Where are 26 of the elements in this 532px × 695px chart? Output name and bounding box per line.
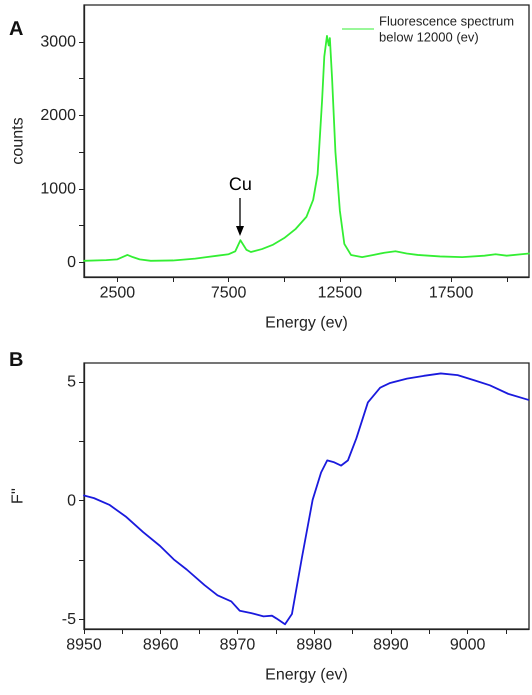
x-axis-title: Energy (ev) (265, 314, 348, 332)
x-tick-label: 8970 (220, 636, 256, 654)
legend-label: Fluorescence spectrum below 12000 (ev) (379, 14, 518, 44)
text: A (9, 18, 24, 40)
x-tick-label: 12500 (318, 284, 362, 302)
y-tick-label: 1000 (40, 180, 76, 198)
x-axis-title: Energy (ev) (265, 666, 348, 684)
chart-title: B (9, 349, 24, 371)
x-tick-label: 8990 (373, 636, 409, 654)
x-tick-label: 2500 (100, 284, 136, 302)
x-tick-label: 8950 (66, 636, 102, 654)
line-series (83, 372, 530, 626)
x-tick-label: 8980 (296, 636, 332, 654)
y-tick-label: 3000 (40, 33, 76, 50)
y-axis-title: counts (10, 117, 26, 165)
x-tick-label: 8960 (142, 636, 179, 654)
annotation: Cu (228, 174, 252, 196)
x-tick-label: 17500 (428, 284, 474, 302)
x-tick-label: 7500 (210, 284, 247, 302)
x-tick-label: 9000 (450, 636, 486, 654)
y-tick-label: 0 (67, 492, 76, 510)
y-tick-label: -5 (62, 611, 76, 628)
y-tick-label: 5 (67, 374, 76, 390)
y-axis-title: F'' (10, 488, 26, 504)
y-tick-label: 2000 (40, 106, 76, 124)
y-tick-label: 0 (67, 254, 76, 271)
